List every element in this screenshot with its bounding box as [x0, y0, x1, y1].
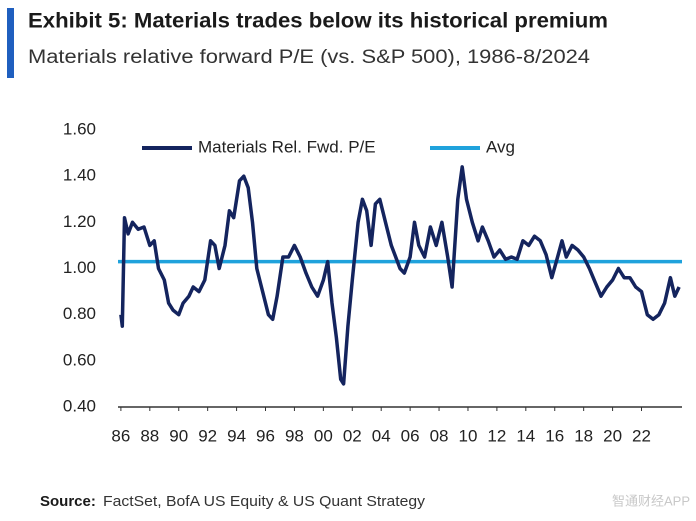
- legend-label: Materials Rel. Fwd. P/E: [198, 137, 376, 156]
- x-tick-label: 92: [198, 426, 217, 445]
- x-tick-label: 98: [285, 426, 304, 445]
- x-tick-label: 18: [574, 426, 593, 445]
- y-tick-label: 1.00: [63, 258, 96, 277]
- x-tick-label: 94: [227, 426, 246, 445]
- y-tick-label: 0.40: [63, 396, 96, 415]
- chart-subtitle: Materials relative forward P/E (vs. S&P …: [28, 47, 590, 68]
- line-series: [119, 165, 681, 386]
- x-tick-label: 00: [314, 426, 333, 445]
- x-tick-label: 20: [603, 426, 622, 445]
- x-tick-label: 12: [487, 426, 506, 445]
- y-tick-label: 1.40: [63, 166, 96, 185]
- legend-label: Avg: [486, 137, 515, 156]
- x-tick-label: 14: [516, 426, 535, 445]
- x-tick-label: 90: [169, 426, 188, 445]
- x-tick-label: 88: [140, 426, 159, 445]
- x-tick-label: 04: [372, 426, 391, 445]
- source: FactSet, BofA US Equity & US Quant Strat…: [103, 493, 426, 510]
- y-tick-label: 0.60: [63, 350, 96, 369]
- title-accent: [7, 8, 14, 78]
- chart-title: Exhibit 5: Materials trades below its hi…: [28, 10, 608, 33]
- x-tick-label: 08: [430, 426, 449, 445]
- y-tick-label: 1.60: [63, 119, 96, 138]
- source-label: Source:: [40, 493, 96, 510]
- x-tick-label: 06: [401, 426, 420, 445]
- x-tick-label: 86: [111, 426, 130, 445]
- x-tick-label: 02: [343, 426, 362, 445]
- x-tick-label: 96: [256, 426, 275, 445]
- x-tick-label: 10: [459, 426, 478, 445]
- y-tick-label: 0.80: [63, 304, 96, 323]
- x-tick-label: 16: [545, 426, 564, 445]
- watermark: 智通财经APP: [612, 493, 690, 508]
- y-tick-label: 1.20: [63, 212, 96, 231]
- x-tick-label: 22: [632, 426, 651, 445]
